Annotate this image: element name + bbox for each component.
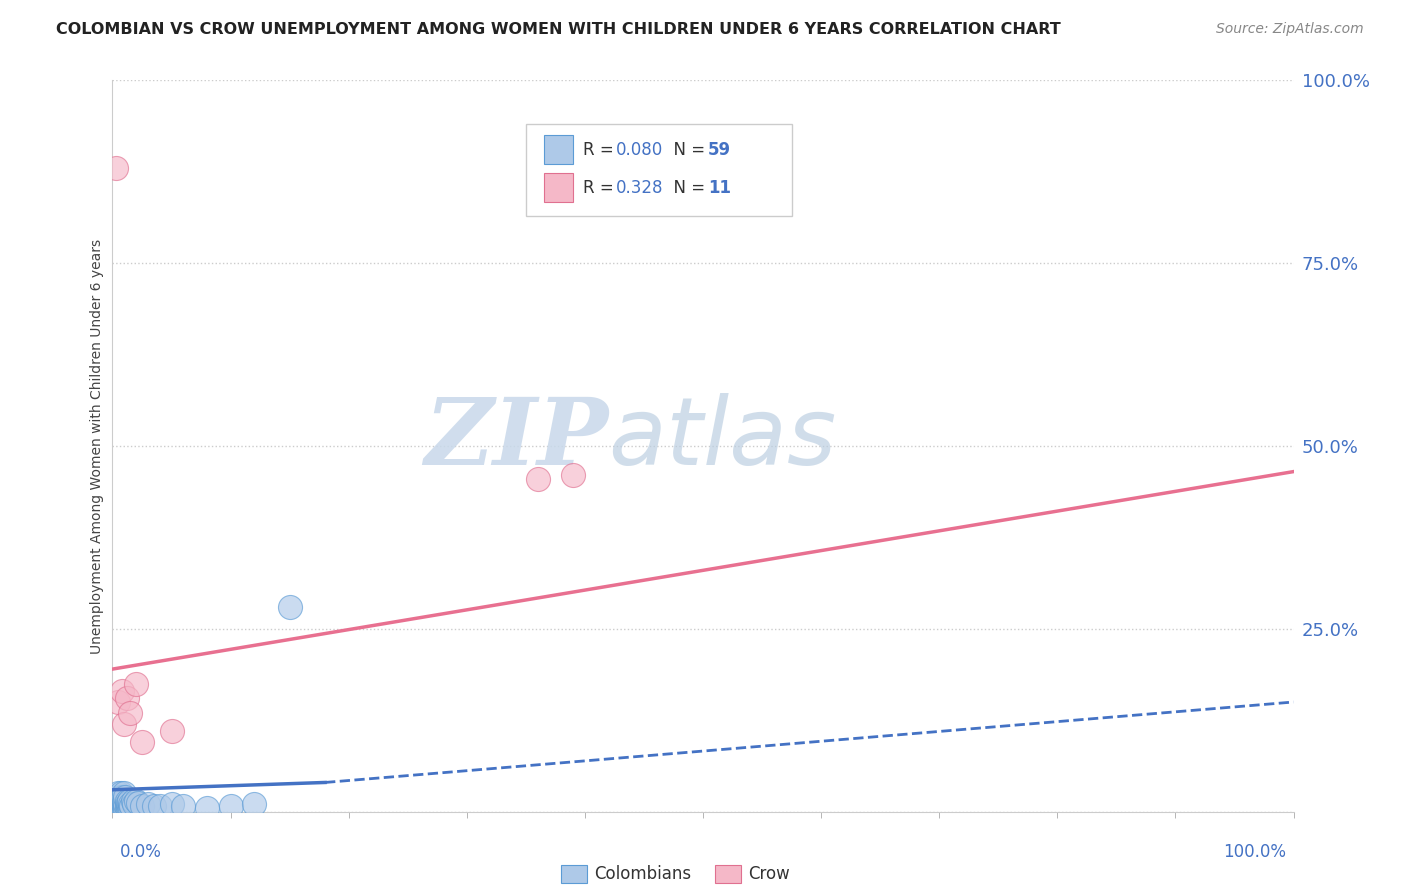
- Point: [526, 472, 548, 486]
- Point: [111, 797, 134, 812]
- Point: [114, 797, 136, 812]
- Point: [115, 797, 138, 812]
- Point: [120, 801, 142, 815]
- Text: 59: 59: [707, 141, 731, 159]
- Point: [110, 794, 132, 808]
- Point: [108, 801, 131, 815]
- Point: [112, 790, 135, 805]
- Text: Source: ZipAtlas.com: Source: ZipAtlas.com: [1216, 22, 1364, 37]
- Point: [107, 787, 129, 801]
- Point: [112, 794, 135, 808]
- Point: [105, 161, 128, 175]
- Point: [112, 801, 135, 815]
- Point: [562, 468, 585, 483]
- Point: [105, 797, 128, 812]
- Point: [107, 797, 129, 812]
- Point: [120, 798, 142, 813]
- Point: [114, 790, 136, 805]
- Point: [125, 676, 148, 690]
- Point: [111, 684, 134, 698]
- Point: [104, 803, 127, 817]
- Point: [105, 794, 128, 808]
- Point: [195, 801, 218, 815]
- Text: 100.0%: 100.0%: [1223, 843, 1286, 861]
- Text: 0.328: 0.328: [616, 178, 664, 197]
- Point: [278, 599, 301, 614]
- Point: [111, 801, 134, 815]
- Point: [107, 801, 129, 815]
- Point: [110, 803, 132, 817]
- Point: [117, 796, 139, 810]
- Point: [110, 797, 132, 812]
- Point: [108, 797, 131, 812]
- Point: [118, 801, 141, 815]
- Text: N =: N =: [662, 178, 710, 197]
- Bar: [561, 865, 588, 883]
- Text: 0.0%: 0.0%: [120, 843, 162, 861]
- Point: [105, 794, 128, 808]
- Point: [107, 790, 129, 805]
- Bar: [544, 173, 574, 202]
- Text: N =: N =: [662, 141, 710, 159]
- Bar: [544, 136, 574, 164]
- Text: Crow: Crow: [748, 865, 790, 883]
- Text: COLOMBIAN VS CROW UNEMPLOYMENT AMONG WOMEN WITH CHILDREN UNDER 6 YEARS CORRELATI: COLOMBIAN VS CROW UNEMPLOYMENT AMONG WOM…: [56, 22, 1062, 37]
- Point: [127, 796, 149, 810]
- Point: [103, 801, 125, 815]
- Text: Colombians: Colombians: [595, 865, 692, 883]
- Text: 0.080: 0.080: [616, 141, 662, 159]
- Point: [142, 798, 165, 813]
- FancyBboxPatch shape: [526, 124, 792, 216]
- Point: [104, 798, 127, 813]
- Point: [105, 803, 128, 817]
- Point: [105, 801, 128, 815]
- Point: [172, 798, 194, 813]
- Point: [125, 794, 148, 808]
- Point: [107, 695, 129, 709]
- Point: [120, 706, 142, 720]
- Point: [112, 797, 135, 812]
- Point: [108, 790, 131, 805]
- Point: [117, 801, 139, 815]
- Bar: [714, 865, 741, 883]
- Point: [111, 794, 134, 808]
- Point: [115, 794, 138, 808]
- Point: [112, 787, 135, 801]
- Point: [112, 797, 135, 812]
- Point: [115, 691, 138, 706]
- Text: R =: R =: [582, 178, 619, 197]
- Point: [111, 790, 134, 805]
- Point: [122, 797, 145, 812]
- Point: [108, 794, 131, 808]
- Point: [121, 794, 143, 808]
- Point: [131, 798, 153, 813]
- Text: atlas: atlas: [609, 393, 837, 484]
- Point: [112, 801, 135, 815]
- Point: [243, 797, 266, 812]
- Point: [131, 735, 153, 749]
- Y-axis label: Unemployment Among Women with Children Under 6 years: Unemployment Among Women with Children U…: [90, 238, 104, 654]
- Text: 11: 11: [707, 178, 731, 197]
- Text: ZIP: ZIP: [425, 393, 609, 483]
- Point: [149, 798, 172, 813]
- Point: [120, 797, 142, 812]
- Point: [160, 724, 183, 739]
- Point: [112, 717, 135, 731]
- Point: [219, 798, 242, 813]
- Point: [160, 797, 183, 812]
- Point: [105, 798, 128, 813]
- Point: [110, 787, 132, 801]
- Point: [115, 801, 138, 815]
- Point: [114, 801, 136, 815]
- Point: [136, 797, 159, 812]
- Point: [118, 794, 141, 808]
- Text: R =: R =: [582, 141, 619, 159]
